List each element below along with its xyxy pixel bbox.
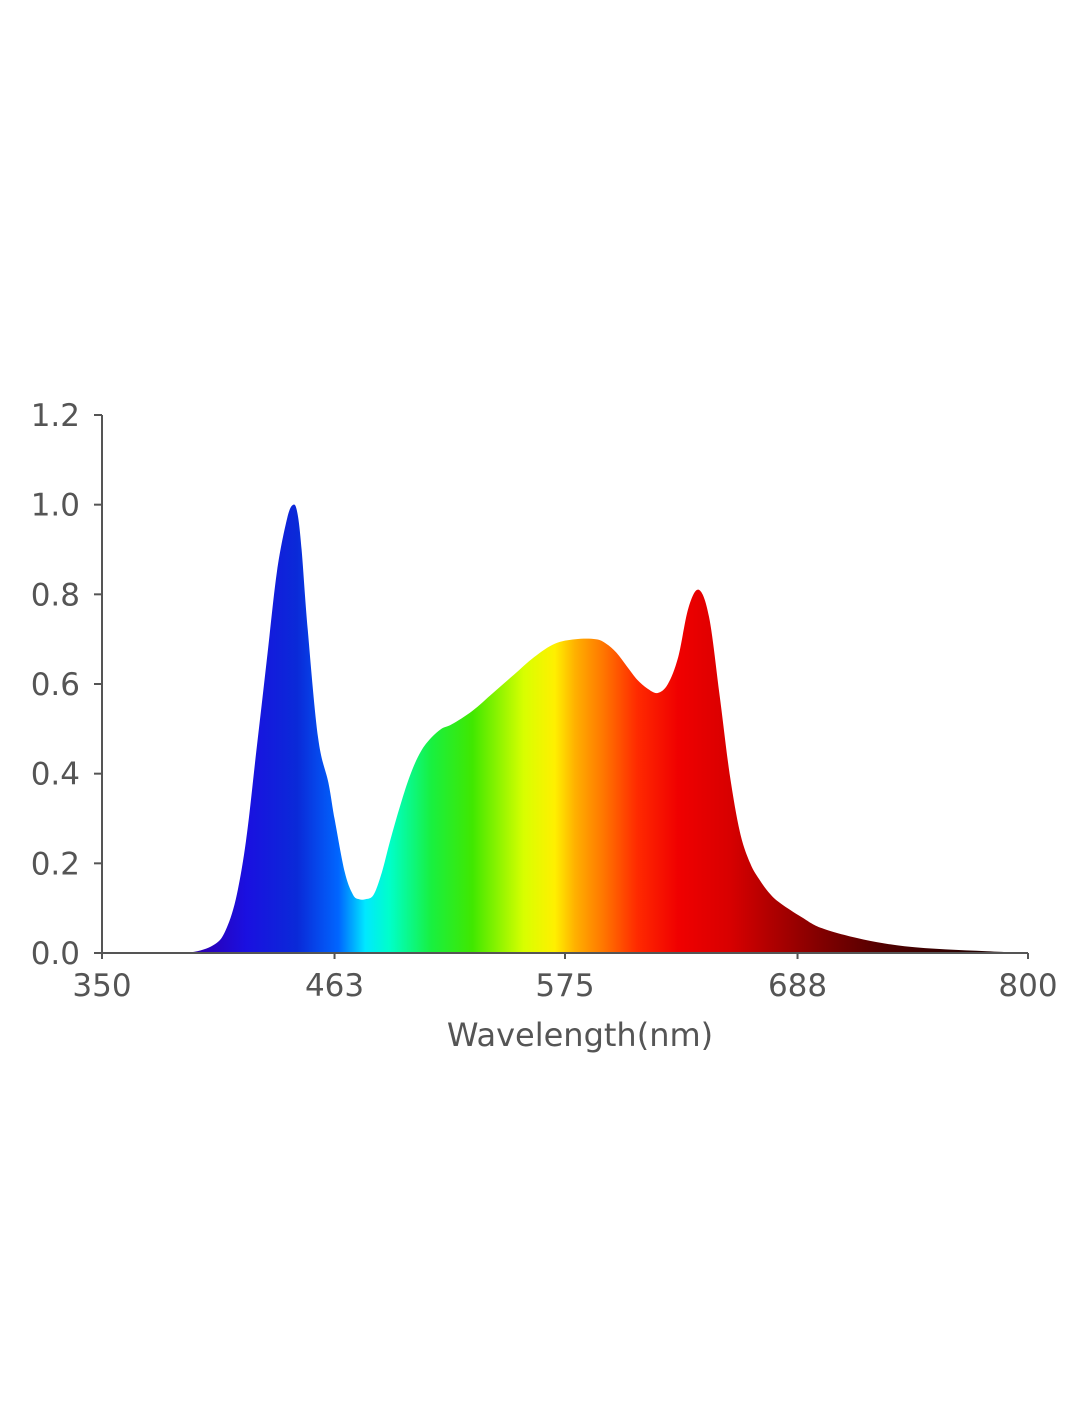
plot-area [102, 504, 1028, 953]
x-tick-label: 350 [72, 968, 131, 1004]
x-tick-label: 463 [305, 968, 364, 1004]
x-tick-label: 800 [998, 968, 1057, 1004]
y-tick-label: 0.2 [31, 846, 80, 882]
spectrum-area [102, 504, 1028, 953]
y-tick-label: 1.2 [31, 398, 80, 434]
y-tick-label: 0.4 [31, 757, 80, 793]
x-tick-label: 688 [768, 968, 827, 1004]
x-axis-title: Wavelength(nm) [447, 1016, 713, 1054]
y-tick-label: 1.0 [31, 488, 80, 524]
x-tick-label: 575 [535, 968, 594, 1004]
y-tick-label: 0.8 [31, 577, 80, 613]
axes: 0.0 0.2 0.4 0.6 0.8 1.0 1.2 350 463 575 688 800 [31, 398, 1058, 1004]
y-tick-label: 0.6 [31, 667, 80, 703]
y-tick-label: 0.0 [31, 936, 80, 972]
